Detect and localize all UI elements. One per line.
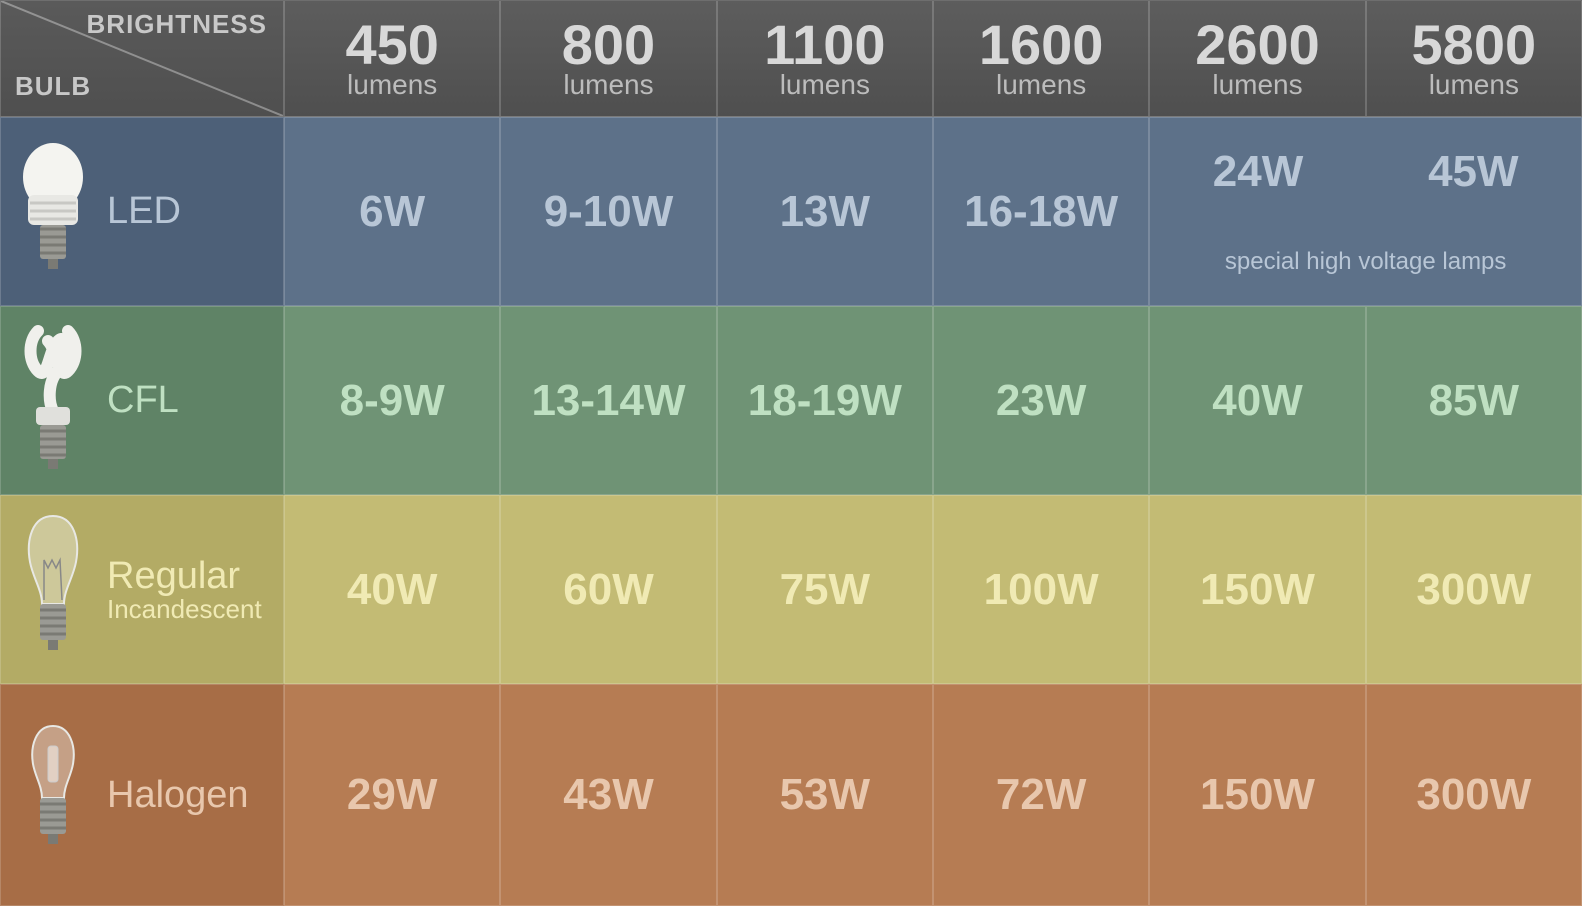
brightness-unit: lumens [563,69,653,101]
wattage-value: 16-18W [964,187,1118,237]
bulb-comparison-table: BRIGHTNESS BULB 450 lumens 800 lumens 11… [0,0,1582,906]
cell-inc-1600: 100W [933,495,1149,684]
wattage-value: 45W [1428,147,1518,197]
wattage-value: 6W [359,187,425,237]
halogen-bulb-icon [13,720,93,870]
wattage-value: 40W [1212,376,1302,426]
wattage-value: 60W [563,565,653,615]
row-name: Halogen [107,774,249,817]
wattage-value: 150W [1200,770,1315,820]
wattage-value: 150W [1200,565,1315,615]
cell-cfl-450: 8-9W [284,306,500,495]
brightness-value: 450 [345,17,438,73]
wattage-value: 72W [996,770,1086,820]
cell-cfl-1600: 23W [933,306,1149,495]
header-bulb-label: BULB [15,71,91,102]
header-col-1100: 1100 lumens [717,0,933,117]
row-name: LED [107,190,181,233]
cell-led-high-voltage: 24W 45W special high voltage lamps [1149,117,1582,306]
row-label-halogen: Halogen [0,684,284,906]
wattage-value: 53W [780,770,870,820]
wattage-value: 8-9W [340,376,445,426]
header-col-2600: 2600 lumens [1149,0,1365,117]
wattage-value: 13-14W [531,376,685,426]
wattage-value: 18-19W [748,376,902,426]
cell-cfl-5800: 85W [1366,306,1582,495]
cell-inc-450: 40W [284,495,500,684]
row-name: CFL [107,379,179,422]
high-voltage-note: special high voltage lamps [1150,248,1581,276]
cell-led-1600: 16-18W [933,117,1149,306]
cell-led-800: 9-10W [500,117,716,306]
header-col-5800: 5800 lumens [1366,0,1582,117]
cell-inc-1100: 75W [717,495,933,684]
brightness-value: 2600 [1195,17,1320,73]
wattage-value: 23W [996,376,1086,426]
table-corner-cell: BRIGHTNESS BULB [0,0,284,117]
row-label-led: LED [0,117,284,306]
brightness-unit: lumens [1429,69,1519,101]
brightness-value: 800 [562,17,655,73]
brightness-value: 5800 [1412,17,1537,73]
cell-inc-2600: 150W [1149,495,1365,684]
cell-hal-450: 29W [284,684,500,906]
wattage-value: 100W [984,565,1099,615]
wattage-value: 29W [347,770,437,820]
row-name: Regular Incandescent [107,555,262,625]
cell-hal-800: 43W [500,684,716,906]
cell-inc-5800: 300W [1366,495,1582,684]
brightness-value: 1600 [979,17,1104,73]
wattage-value: 9-10W [544,187,674,237]
wattage-value: 300W [1416,565,1531,615]
brightness-unit: lumens [996,69,1086,101]
cell-led-450: 6W [284,117,500,306]
brightness-unit: lumens [1212,69,1302,101]
cell-hal-2600: 150W [1149,684,1365,906]
incandescent-bulb-icon [13,510,93,670]
header-col-450: 450 lumens [284,0,500,117]
header-col-800: 800 lumens [500,0,716,117]
header-col-1600: 1600 lumens [933,0,1149,117]
row-label-incandescent: Regular Incandescent [0,495,284,684]
wattage-value: 40W [347,565,437,615]
wattage-value: 75W [780,565,870,615]
brightness-unit: lumens [780,69,870,101]
cell-inc-800: 60W [500,495,716,684]
wattage-value: 24W [1213,147,1303,197]
row-label-cfl: CFL [0,306,284,495]
led-bulb-icon [13,137,93,287]
wattage-value: 13W [780,187,870,237]
cell-cfl-2600: 40W [1149,306,1365,495]
brightness-unit: lumens [347,69,437,101]
row-name-main: Regular [107,555,240,597]
cell-hal-1600: 72W [933,684,1149,906]
wattage-value: 43W [563,770,653,820]
cell-hal-5800: 300W [1366,684,1582,906]
row-name-sub: Incandescent [107,594,262,625]
wattage-value: 300W [1416,770,1531,820]
cell-cfl-800: 13-14W [500,306,716,495]
cell-cfl-1100: 18-19W [717,306,933,495]
brightness-value: 1100 [764,17,886,73]
cell-hal-1100: 53W [717,684,933,906]
wattage-value: 85W [1429,376,1519,426]
cfl-bulb-icon [13,321,93,481]
cell-led-1100: 13W [717,117,933,306]
header-brightness-label: BRIGHTNESS [87,9,267,40]
